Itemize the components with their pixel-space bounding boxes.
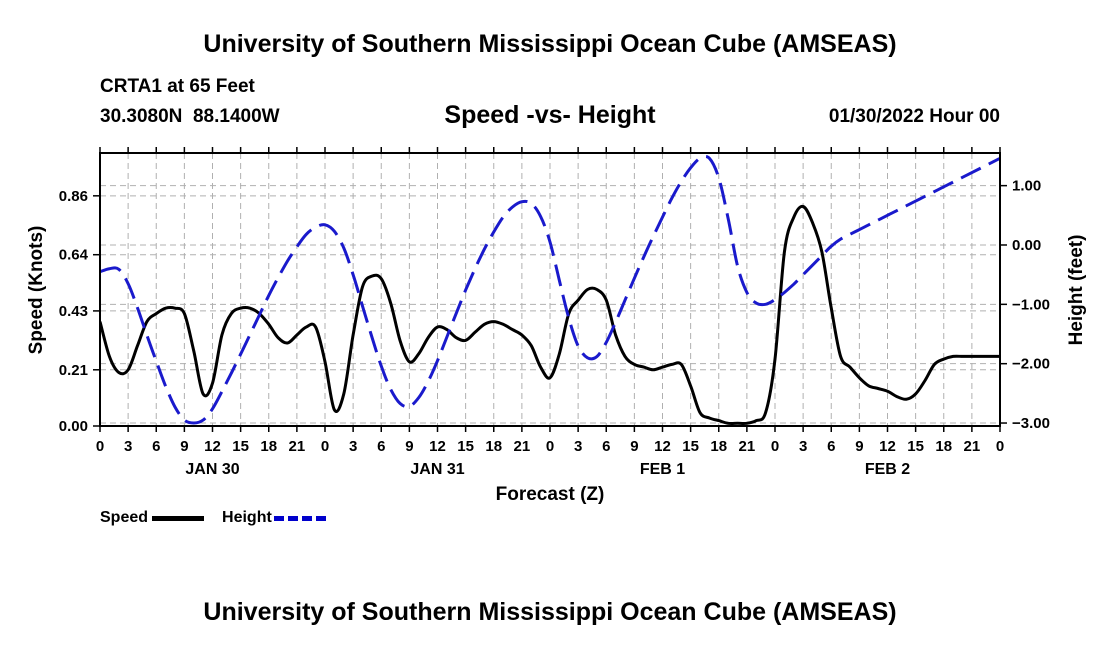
x-tick-label: 18 — [935, 438, 952, 455]
legend-height-swatch — [273, 515, 326, 521]
x-tick-label: 6 — [377, 438, 385, 455]
x-tick-label: 0 — [321, 438, 329, 455]
x-tick-label: 9 — [405, 438, 413, 455]
x-tick-label: 21 — [964, 438, 981, 455]
y-axis-left-title: Speed (Knots) — [26, 226, 47, 355]
x-tick-label: 0 — [546, 438, 554, 455]
x-tick-label: 15 — [457, 438, 474, 455]
x-tick-label: 18 — [710, 438, 727, 455]
y-left-tick-label: 0.21 — [59, 362, 88, 379]
x-axis-title: Forecast (Z) — [496, 484, 605, 505]
legend-speed-swatch — [152, 515, 205, 521]
forecast-date: 01/30/2022 Hour 00 — [828, 106, 1000, 127]
x-day-label: FEB 1 — [640, 461, 685, 478]
coordinates-label: 30.3080N 88.1400W — [100, 106, 280, 127]
x-tick-label: 21 — [289, 438, 306, 455]
x-tick-label: 0 — [771, 438, 779, 455]
x-tick-label: 15 — [907, 438, 924, 455]
x-tick-label: 3 — [799, 438, 807, 455]
legend: Speed Height — [100, 509, 326, 527]
y-right-tick-label: −3.00 — [1012, 415, 1050, 432]
station-label: CRTA1 at 65 Feet — [100, 76, 255, 97]
y-right-tick-label: −1.00 — [1012, 296, 1050, 313]
x-tick-label: 12 — [879, 438, 896, 455]
y-right-tick-label: 0.00 — [1012, 237, 1041, 254]
y-left-tick-label: 0.00 — [59, 418, 88, 435]
left-axis: 0.00 0.21 0.43 0.64 0.86 — [59, 188, 100, 435]
chart-title: University of Southern Mississippi Ocean… — [203, 30, 897, 58]
x-tick-label: 3 — [124, 438, 132, 455]
x-tick-label: 18 — [485, 438, 502, 455]
x-tick-label: 3 — [574, 438, 582, 455]
y-right-tick-label: 1.00 — [1012, 178, 1041, 195]
y-axis-right-title: Height (feet) — [1066, 235, 1087, 346]
y-left-tick-label: 0.64 — [59, 247, 89, 264]
series-layer — [100, 154, 1000, 426]
x-tick-label: 9 — [855, 438, 863, 455]
y-left-tick-label: 0.86 — [59, 188, 88, 205]
x-tick-label: 0 — [96, 438, 104, 455]
chart-subtitle: Speed -vs- Height — [444, 101, 656, 129]
x-tick-label: 12 — [654, 438, 671, 455]
x-tick-label: 12 — [204, 438, 221, 455]
x-tick-label: 15 — [682, 438, 699, 455]
x-day-label: JAN 31 — [410, 461, 464, 478]
right-axis: −3.00 −2.00 −1.00 0.00 1.00 — [1000, 178, 1050, 432]
x-tick-label: 21 — [739, 438, 756, 455]
footer-title: University of Southern Mississippi Ocean… — [203, 598, 897, 626]
grid — [100, 153, 1000, 426]
x-day-label: FEB 2 — [865, 461, 910, 478]
series-line-speed — [100, 204, 1000, 426]
x-day-label: JAN 30 — [185, 461, 239, 478]
x-axis: 0 3 6 9 12 15 18 21 0 3 6 9 12 15 18 21 0 3 6 9 12 15 18 21 0 3 6 9… — [96, 147, 1004, 478]
y-left-tick-label: 0.43 — [59, 303, 88, 320]
x-tick-label: 18 — [260, 438, 277, 455]
x-tick-label: 3 — [349, 438, 357, 455]
x-tick-label: 6 — [602, 438, 610, 455]
x-tick-label: 9 — [630, 438, 638, 455]
x-tick-label: 6 — [152, 438, 160, 455]
x-tick-label: 12 — [429, 438, 446, 455]
legend-speed-label: Speed — [100, 509, 149, 526]
x-tick-label: 21 — [514, 438, 531, 455]
x-tick-label: 6 — [827, 438, 835, 455]
y-right-tick-label: −2.00 — [1012, 356, 1050, 373]
x-tick-label: 9 — [180, 438, 188, 455]
legend-height-label: Height — [222, 509, 272, 526]
x-tick-label: 15 — [232, 438, 249, 455]
x-tick-label: 0 — [996, 438, 1004, 455]
series-line-height — [100, 154, 1000, 425]
